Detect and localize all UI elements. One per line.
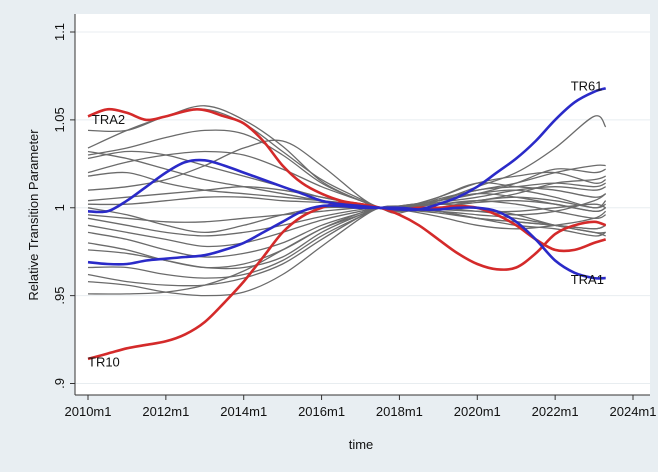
series-line xyxy=(87,175,606,295)
series-line xyxy=(87,193,607,297)
series-line xyxy=(87,139,606,212)
series-line-tr10 xyxy=(87,201,607,361)
axes: .9 .95 1 1.05 1.1 2010m1 2012m1 2014m1 2016m1 201… xyxy=(52,14,656,419)
x-tick-label: 2018m1 xyxy=(376,404,423,419)
x-tick-label: 2024m1 xyxy=(610,404,657,419)
x-tick-label: 2010m1 xyxy=(65,404,112,419)
highlight-series xyxy=(87,86,607,361)
series-line-tr61 xyxy=(87,86,607,214)
series-label-tra1: TRA1 xyxy=(571,272,604,287)
y-tick-label: 1 xyxy=(52,204,67,211)
x-tick-label: 2014m1 xyxy=(220,404,267,419)
series-labels: TRA2 TR61 TRA1 TR10 xyxy=(88,78,604,369)
x-tick-label: 2022m1 xyxy=(532,404,579,419)
series-line-tra1 xyxy=(87,204,606,280)
series-label-tr61: TR61 xyxy=(571,78,603,93)
x-tick-label: 2020m1 xyxy=(454,404,501,419)
x-axis-title: time xyxy=(349,437,374,452)
y-tick-label: .95 xyxy=(52,287,67,305)
series-label-tr10: TR10 xyxy=(88,354,120,369)
series-label-tra2: TRA2 xyxy=(92,112,125,127)
y-tick-label: 1.1 xyxy=(52,23,67,41)
x-tick-label: 2012m1 xyxy=(142,404,189,419)
y-axis-title: Relative Transition Parameter xyxy=(26,129,41,301)
x-tick-label: 2016m1 xyxy=(298,404,345,419)
y-tick-label: .9 xyxy=(52,378,67,389)
y-tick-label: 1.05 xyxy=(52,107,67,132)
